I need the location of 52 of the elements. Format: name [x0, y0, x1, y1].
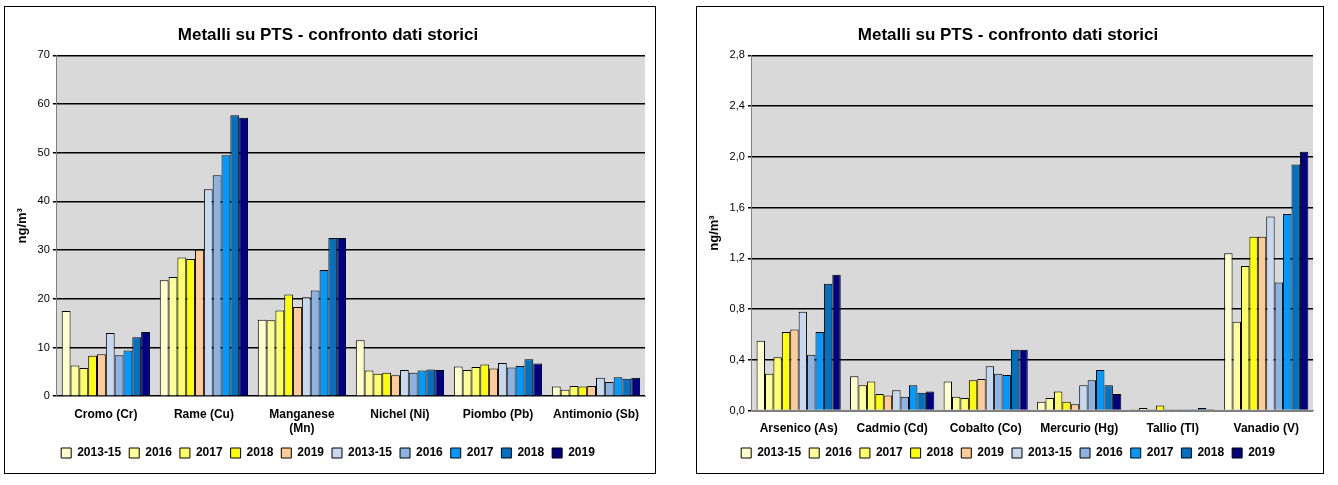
x-tick-label: Manganese (Mn): [269, 406, 335, 436]
legend-label: 2016: [145, 445, 173, 460]
legend-label: 2017: [195, 445, 223, 460]
legend-label: 2013-15: [757, 445, 802, 460]
legend-label: 2019: [297, 445, 325, 460]
x-tick-label: Cadmio (Cd): [856, 421, 928, 436]
y-tick-label: 40: [37, 194, 50, 207]
legend-label: 2018: [517, 445, 545, 460]
x-tick-label: Rame (Cu): [173, 406, 234, 421]
y-axis-title: ng/m³: [14, 207, 30, 244]
y-tick-label: 1,2: [729, 251, 745, 264]
y-tick-label: 70: [37, 48, 50, 61]
y-tick-label: 0,0: [729, 403, 745, 416]
legend-label: 2018: [926, 445, 954, 460]
legend-label: 2019: [1248, 445, 1276, 460]
legend-label: 2016: [825, 445, 853, 460]
legend-label: 2013-15: [77, 445, 122, 460]
y-tick-label: 30: [37, 243, 50, 256]
y-tick-label: 0: [43, 389, 50, 402]
legend-label: 2019: [977, 445, 1005, 460]
legend-label: 2019: [568, 445, 596, 460]
chart-title: Metalli su PTS - confronto dati storici: [857, 24, 1159, 44]
legend-label: 2016: [416, 445, 444, 460]
legend-label: 2017: [466, 445, 494, 460]
x-tick-label: Arsenico (As): [759, 421, 838, 436]
x-tick-label: Cromo (Cr): [74, 406, 138, 421]
x-tick-label: Tallio (Tl): [1146, 421, 1199, 436]
legend-label: 2018: [1197, 445, 1225, 460]
y-tick-label: 0,8: [729, 302, 745, 315]
y-tick-label: 1,6: [729, 200, 745, 213]
y-tick-label: 60: [37, 97, 50, 110]
x-tick-label: Cobalto (Co): [949, 421, 1022, 436]
x-tick-label: Piombo (Pb): [462, 406, 534, 421]
legend-label: 2017: [875, 445, 903, 460]
y-tick-label: 20: [37, 291, 50, 304]
y-tick-label: 0,4: [729, 352, 745, 365]
legend-label: 2016: [1096, 445, 1124, 460]
legend-label: 2018: [246, 445, 274, 460]
x-tick-label: Mercurio (Hg): [1040, 421, 1119, 436]
chart-title: Metalli su PTS - confronto dati storici: [177, 24, 479, 44]
legend-label: 2017: [1146, 445, 1174, 460]
y-tick-label: 2,8: [729, 48, 745, 61]
y-tick-label: 2,4: [729, 99, 745, 112]
x-tick-label: Vanadio (V): [1233, 421, 1299, 436]
legend-label: 2013-15: [1028, 445, 1073, 460]
y-tick-label: 50: [37, 145, 50, 158]
y-tick-label: 10: [37, 340, 50, 353]
x-tick-label: Antimonio (Sb): [552, 406, 639, 421]
y-tick-label: 2,0: [729, 149, 745, 162]
y-axis-title: ng/m³: [706, 214, 722, 251]
x-tick-label: Nichel (Ni): [370, 406, 430, 421]
legend-label: 2013-15: [348, 445, 393, 460]
